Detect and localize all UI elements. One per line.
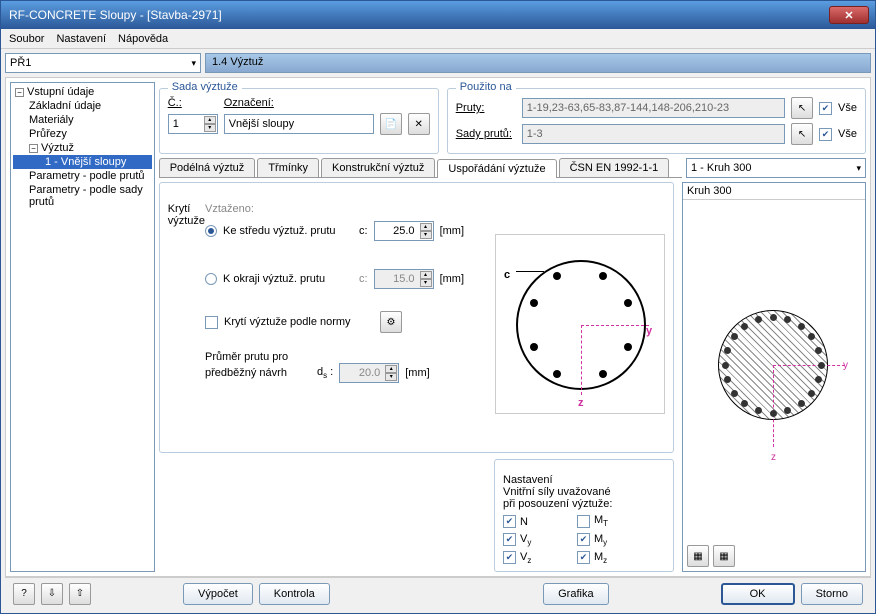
case-dropdown[interactable]: PŘ1 (5, 53, 201, 73)
cross-section-dropdown[interactable]: 1 - Kruh 300 (686, 158, 866, 178)
sada-groupbox: Sada výztuže Č.: Označení: 1▴▾ Vnější sl… (159, 88, 439, 154)
preview-title: Kruh 300 (683, 183, 865, 200)
tab-arrangement[interactable]: Uspořádání výztuže (437, 159, 556, 178)
cover-c2-input: 15.0▴▾ (374, 269, 434, 289)
cover-c-input[interactable]: 25.0▴▾ (374, 221, 434, 241)
pouzito-groupbox: Použito na Pruty: 1-19,23-63,65-83,87-14… (447, 88, 866, 154)
check-button[interactable]: Kontrola (259, 583, 330, 605)
check-mt[interactable] (577, 515, 590, 528)
export-button[interactable]: ⇧ (69, 583, 91, 605)
check-my[interactable] (577, 533, 590, 546)
import-button[interactable]: ⇩ (41, 583, 63, 605)
navigation-tree: −Vstupní údaje Základní údaje Materiály … (10, 82, 155, 572)
menu-settings[interactable]: Nastavení (56, 33, 106, 45)
preview-btn-1[interactable]: ▦ (687, 545, 709, 567)
check-n[interactable] (503, 515, 516, 528)
help-button[interactable]: ? (13, 583, 35, 605)
check-vy[interactable] (503, 533, 516, 546)
nastaveni-groupbox: Nastavení Vnitřní síly uvažované při pos… (494, 459, 674, 572)
collapse-icon[interactable]: − (29, 144, 38, 153)
tree-item-selected[interactable]: 1 - Vnější sloupy (13, 155, 152, 169)
radio-center[interactable] (205, 225, 217, 237)
tree-item[interactable]: Parametry - podle prutů (13, 169, 152, 183)
check-vz[interactable] (503, 551, 516, 564)
tree-item[interactable]: Základní údaje (13, 99, 152, 113)
ok-button[interactable]: OK (721, 583, 795, 605)
tree-item[interactable]: Průřezy (13, 127, 152, 141)
menu-help[interactable]: Nápověda (118, 33, 168, 45)
pouzito-legend: Použito na (456, 81, 516, 93)
tabs: Podélná výztuž Třmínky Konstrukční výztu… (159, 158, 682, 178)
check-mz[interactable] (577, 551, 590, 564)
preview-btn-2[interactable]: ▦ (713, 545, 735, 567)
ds-input: 20.0▴▾ (339, 363, 399, 383)
new-set-button[interactable]: 📄 (380, 113, 402, 135)
cover-diagram: c y z (495, 234, 665, 414)
set-number-input[interactable]: 1▴▾ (168, 114, 218, 134)
menu-file[interactable]: Soubor (9, 33, 44, 45)
tree-root[interactable]: −Vstupní údaje (13, 85, 152, 99)
calculate-button[interactable]: Výpočet (183, 583, 253, 605)
kryti-legend: Krytí výztuže (168, 203, 205, 444)
set-name-input[interactable]: Vnější sloupy (224, 114, 374, 134)
sada-legend: Sada výztuže (168, 81, 242, 93)
norm-cover-checkbox[interactable] (205, 316, 218, 329)
tab-longitudinal[interactable]: Podélná výztuž (159, 158, 256, 177)
radio-edge[interactable] (205, 273, 217, 285)
preview-panel: Kruh 300 y z ▦ ▦ (682, 182, 866, 572)
tab-standard[interactable]: ČSN EN 1992-1-1 (559, 158, 670, 177)
nastaveni-legend: Nastavení (503, 474, 665, 486)
graphics-button[interactable]: Grafika (543, 583, 608, 605)
tab-secondary[interactable]: Konstrukční výztuž (321, 158, 435, 177)
all-sets-checkbox[interactable] (819, 128, 832, 141)
window-title: RF-CONCRETE Sloupy - [Stavba-2971] (5, 8, 829, 22)
collapse-icon[interactable]: − (15, 88, 24, 97)
close-button[interactable]: ✕ (829, 6, 869, 24)
cancel-button[interactable]: Storno (801, 583, 863, 605)
pick-members-button[interactable]: ↖ (791, 97, 813, 119)
tab-stirrups[interactable]: Třmínky (257, 158, 319, 177)
all-members-checkbox[interactable] (819, 102, 832, 115)
tree-item[interactable]: Materiály (13, 113, 152, 127)
sets-input: 1-3 (522, 124, 785, 144)
norm-settings-button[interactable]: ⚙ (380, 311, 402, 333)
tree-item[interactable]: −Výztuž (13, 141, 152, 155)
tree-item[interactable]: Parametry - podle sady prutů (13, 183, 152, 209)
members-input: 1-19,23-63,65-83,87-144,148-206,210-23 (522, 98, 785, 118)
delete-set-button[interactable]: ✕ (408, 113, 430, 135)
pick-sets-button[interactable]: ↖ (791, 123, 813, 145)
section-title: 1.4 Výztuž (205, 53, 871, 73)
menubar: Soubor Nastavení Nápověda (1, 29, 875, 49)
